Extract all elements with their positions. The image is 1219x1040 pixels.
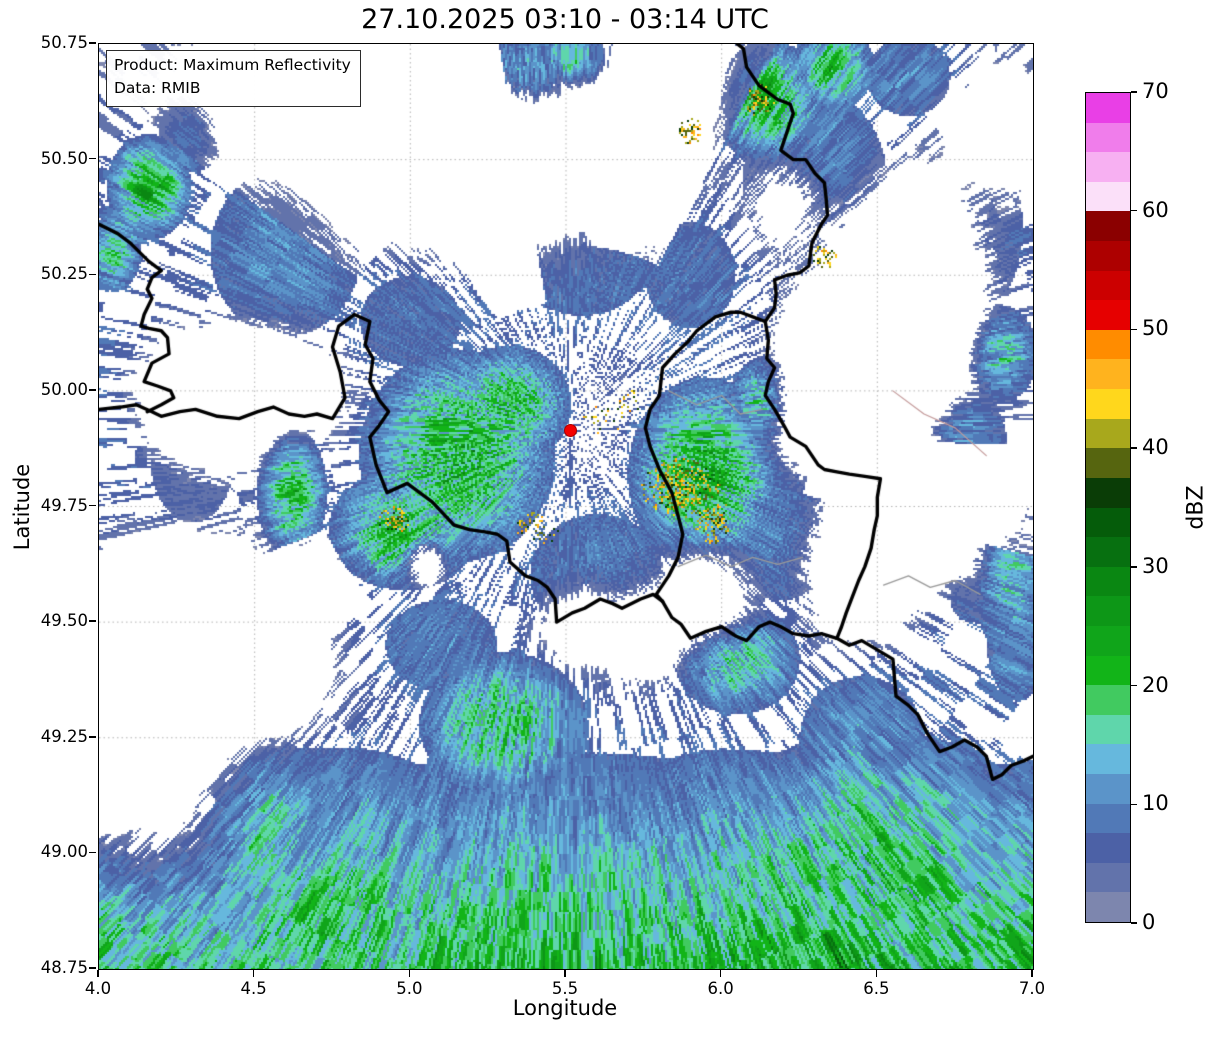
colorbar-segment — [1086, 359, 1130, 390]
x-tick-mark — [564, 970, 566, 977]
colorbar-tick-mark — [1131, 447, 1137, 449]
x-tick-mark — [252, 970, 255, 977]
y-tick-mark — [89, 851, 96, 854]
y-tick-mark — [89, 42, 96, 44]
colorbar-segment — [1086, 892, 1130, 923]
colorbar-segment — [1086, 270, 1130, 301]
colorbar-segment — [1086, 477, 1130, 508]
x-tick-mark — [719, 970, 722, 977]
colorbar-segment — [1086, 329, 1130, 360]
colorbar-tick-label: 70 — [1142, 79, 1169, 103]
y-tick-label: 49.50 — [40, 611, 88, 631]
info-data-line: Data: RMIB — [114, 79, 201, 98]
x-tick-label: 4.0 — [84, 979, 112, 998]
y-tick-mark — [89, 389, 96, 391]
colorbar-segment — [1086, 181, 1130, 212]
x-tick-label: 7.0 — [1018, 979, 1046, 998]
y-tick-label: 50.25 — [40, 264, 88, 284]
colorbar-tick-label: 0 — [1142, 910, 1156, 934]
colorbar-tick-label: 30 — [1142, 553, 1169, 578]
plot-title: 27.10.2025 03:10 - 03:14 UTC — [361, 4, 769, 35]
colorbar-segment — [1086, 833, 1130, 863]
x-tick-mark — [875, 970, 878, 977]
colorbar-segment — [1086, 744, 1130, 775]
colorbar-segment — [1086, 152, 1130, 182]
y-tick-mark — [89, 736, 96, 738]
colorbar — [1085, 92, 1131, 923]
colorbar-segment — [1086, 803, 1130, 834]
colorbar-tick-mark — [1131, 91, 1137, 93]
colorbar-segment — [1086, 389, 1130, 419]
colorbar-segment — [1086, 300, 1130, 330]
y-tick-label: 49.75 — [40, 495, 88, 515]
y-tick-mark — [89, 620, 96, 622]
colorbar-segment — [1086, 241, 1130, 271]
colorbar-segment — [1086, 537, 1130, 567]
radar-site-marker — [563, 423, 577, 437]
colorbar-segment — [1086, 122, 1130, 153]
colorbar-tick-label: 10 — [1142, 791, 1169, 816]
colorbar-segment — [1086, 685, 1130, 715]
colorbar-segment — [1086, 862, 1130, 893]
x-tick-label: 5.0 — [396, 979, 423, 998]
x-tick-mark — [1031, 970, 1033, 977]
x-tick-label: 6.0 — [707, 979, 734, 998]
colorbar-tick-mark — [1131, 328, 1137, 331]
y-tick-mark — [89, 967, 96, 969]
y-tick-label: 50.00 — [40, 379, 88, 399]
colorbar-tick-mark — [1131, 803, 1137, 806]
info-product-line: Product: Maximum Reflectivity — [114, 56, 351, 74]
info-box: Product: Maximum Reflectivity Data: RMIB — [106, 50, 361, 107]
colorbar-tick-mark — [1131, 209, 1137, 212]
y-tick-label: 49.25 — [40, 726, 88, 746]
map-plot-area: Product: Maximum Reflectivity Data: RMIB — [98, 43, 1034, 970]
y-tick-label: 50.75 — [40, 33, 88, 52]
colorbar-tick-mark — [1131, 566, 1137, 568]
colorbar-segment — [1086, 211, 1130, 242]
colorbar-segment — [1086, 714, 1130, 745]
colorbar-label: dBZ — [1183, 485, 1209, 530]
y-tick-label: 49.00 — [40, 842, 88, 862]
colorbar-segment — [1086, 507, 1130, 538]
colorbar-tick-mark — [1131, 922, 1137, 924]
colorbar-tick-label: 20 — [1142, 672, 1169, 697]
colorbar-segment — [1086, 596, 1130, 626]
x-axis-label: Longitude — [512, 996, 618, 1020]
colorbar-tick-label: 40 — [1142, 435, 1169, 460]
colorbar-segment — [1086, 774, 1130, 804]
y-tick-label: 50.50 — [40, 148, 88, 168]
y-tick-mark — [89, 504, 96, 507]
x-tick-label: 5.5 — [551, 979, 579, 998]
x-tick-mark — [408, 970, 411, 977]
colorbar-segment — [1086, 566, 1130, 597]
x-tick-label: 4.5 — [240, 979, 267, 998]
y-tick-label: 48.75 — [40, 958, 88, 977]
x-tick-mark — [97, 970, 99, 977]
x-tick-label: 6.5 — [863, 979, 890, 998]
y-tick-mark — [89, 273, 96, 275]
colorbar-segment — [1086, 448, 1130, 478]
y-tick-mark — [89, 157, 96, 160]
colorbar-segment — [1086, 418, 1130, 449]
colorbar-segment — [1086, 93, 1130, 123]
colorbar-tick-mark — [1131, 684, 1137, 687]
colorbar-segment — [1086, 655, 1130, 686]
radar-reflectivity-canvas — [99, 44, 1033, 969]
colorbar-segment — [1086, 625, 1130, 656]
colorbar-tick-label: 60 — [1142, 197, 1169, 222]
y-axis-label: Latitude — [10, 463, 34, 551]
colorbar-tick-label: 50 — [1142, 316, 1169, 341]
